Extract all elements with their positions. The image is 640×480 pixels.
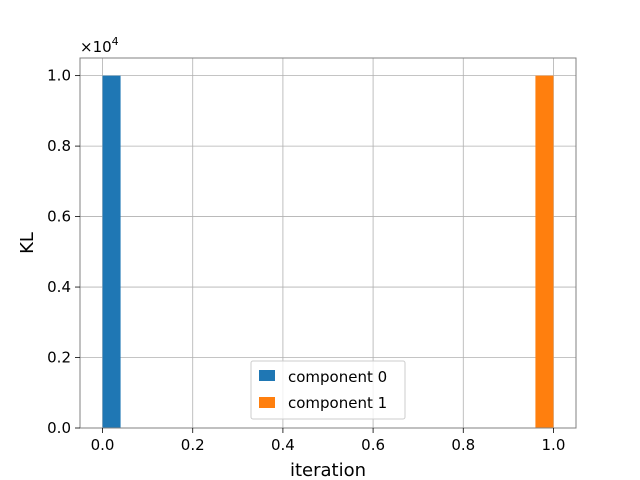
y-tick-label: 0.4 bbox=[47, 278, 71, 296]
legend-swatch-component-0 bbox=[259, 370, 275, 381]
y-axis-label: KL bbox=[17, 232, 38, 254]
x-ticks: 0.0 0.2 0.4 0.6 0.8 1.0 bbox=[91, 428, 566, 454]
y-scale-prefix: ×10 bbox=[80, 38, 112, 56]
x-tick-label: 0.2 bbox=[181, 436, 205, 454]
legend: component 0 component 1 bbox=[250, 360, 406, 420]
axes-frame bbox=[79, 57, 577, 429]
y-tick-label: 0.6 bbox=[47, 208, 71, 226]
legend-box bbox=[250, 360, 406, 420]
y-tick-label: 0.0 bbox=[47, 419, 71, 437]
y-scale-factor: ×104 bbox=[80, 35, 119, 56]
y-ticks: 0.0 0.2 0.4 0.6 0.8 1.0 bbox=[47, 67, 80, 437]
y-tick-label: 1.0 bbox=[47, 67, 71, 85]
bar-component-0 bbox=[102, 75, 121, 428]
y-tick-label: 0.2 bbox=[47, 349, 71, 367]
legend-label-component-0: component 0 bbox=[288, 368, 387, 386]
grid bbox=[80, 58, 576, 429]
y-tick-label: 0.8 bbox=[47, 137, 71, 155]
y-scale-exponent: 4 bbox=[112, 35, 119, 48]
x-tick-label: 0.8 bbox=[451, 436, 475, 454]
x-axis-label: iteration bbox=[290, 460, 366, 480]
x-tick-label: 0.0 bbox=[91, 436, 115, 454]
bars bbox=[102, 75, 554, 428]
x-tick-label: 0.6 bbox=[361, 436, 385, 454]
x-tick-label: 0.4 bbox=[271, 436, 295, 454]
bar-component-1 bbox=[535, 75, 554, 428]
legend-label-component-1: component 1 bbox=[288, 394, 387, 412]
x-tick-label: 1.0 bbox=[542, 436, 566, 454]
legend-swatch-component-1 bbox=[259, 397, 275, 408]
